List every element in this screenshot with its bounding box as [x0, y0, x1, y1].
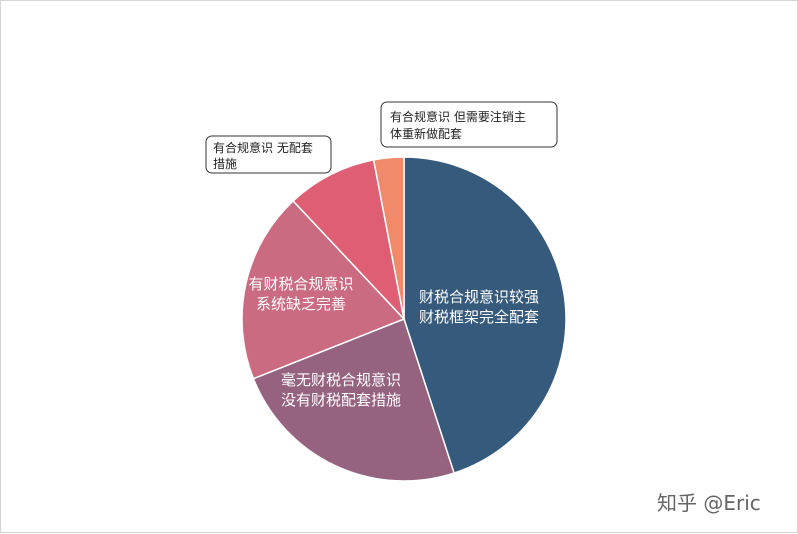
pie-slice	[372, 156, 405, 320]
callout-box	[205, 135, 332, 174]
slice-label: 系统缺乏完善	[256, 295, 346, 313]
callout-label: 有合规意识 但需要注销主	[390, 109, 526, 124]
slice-label: 财税合规意识较强	[419, 288, 539, 306]
slice-label: 毫无财税合规意识	[281, 371, 401, 389]
pie-slice	[403, 156, 567, 475]
slice-label: 没有财税配套措施	[281, 391, 401, 409]
slice-label: 有财税合规意识	[248, 275, 353, 293]
callout-box	[380, 101, 558, 148]
callout-label: 体重新做配套	[390, 126, 462, 141]
callout-label: 措施	[213, 157, 237, 171]
pie-slice	[241, 199, 406, 380]
slice-label: 财税框架完全配套	[419, 308, 539, 326]
callout-label: 有合规意识 无配套	[213, 140, 313, 155]
pie-slice	[292, 158, 406, 322]
watermark-text: 知乎 @Eric	[657, 491, 761, 515]
